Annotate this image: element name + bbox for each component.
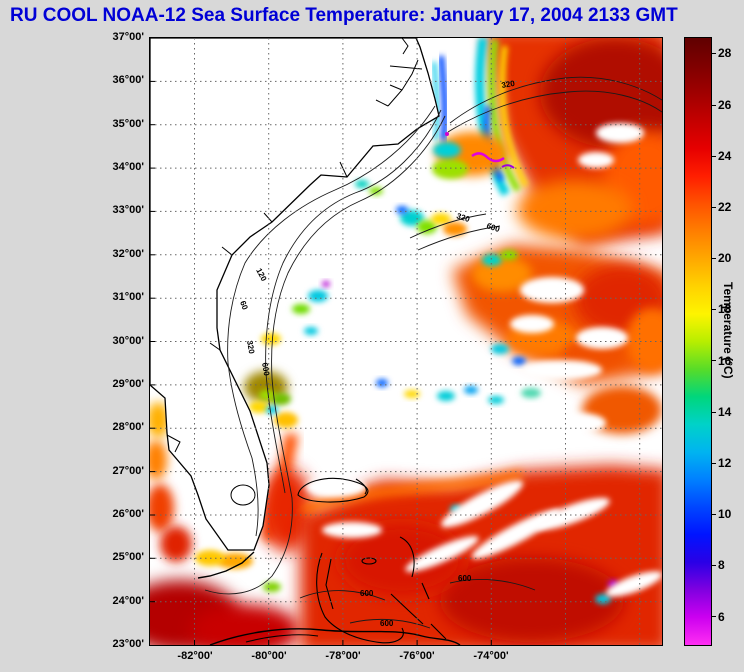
coastline [150, 38, 440, 551]
colorbar-tick-label: 22 [718, 200, 732, 214]
colorbar-tick-mark [712, 565, 716, 566]
contour-label: 320 [501, 79, 516, 90]
lat-tick-label: 28°00' [112, 421, 145, 433]
colorbar-tick-label: 28 [718, 46, 732, 60]
contour-label: 600 [380, 619, 394, 628]
lat-tick-label: 24°00' [112, 595, 145, 607]
colorbar-tick-label: 6 [718, 610, 725, 624]
contour-label: 320 [245, 340, 256, 355]
lon-tick-label: -76°00' [399, 650, 435, 662]
lat-tick-label: 34°00' [112, 161, 145, 173]
colorbar-tick-mark [712, 514, 716, 515]
colorbar-tick-mark [712, 53, 716, 54]
contour-label: 600 [458, 574, 472, 583]
contour-label: 60 [238, 300, 250, 312]
lat-tick-label: 32°00' [112, 248, 145, 260]
colorbar-tick-mark [712, 412, 716, 413]
map-plot: 320 320 600 120 320 600 600 600 600 60 [149, 37, 663, 646]
contour-label: 120 [254, 267, 268, 283]
grid-lines [150, 38, 662, 645]
contour-labels: 320 320 600 120 320 600 600 600 600 60 [238, 79, 516, 628]
sst-field [150, 38, 662, 645]
lon-tick-label: -78°00' [325, 650, 361, 662]
lon-tick-label: -80°00' [251, 650, 287, 662]
lat-tick-label: 35°00' [112, 118, 145, 130]
colorbar-tick-mark [712, 258, 716, 259]
colorbar-tick-label: 10 [718, 507, 732, 521]
lat-tick-label: 36°00' [112, 74, 145, 86]
figure-title: RU COOL NOAA-12 Sea Surface Temperature:… [10, 5, 678, 26]
colorbar-tick-mark [712, 156, 716, 157]
lake-okeechobee-outline [230, 484, 256, 506]
colorbar-tick-mark [712, 105, 716, 106]
land [150, 38, 440, 579]
colorbar-tick-label: 24 [718, 149, 732, 163]
colorbar-tick-label: 14 [718, 405, 732, 419]
cloud-cover [306, 123, 662, 597]
colorbar-tick-label: 12 [718, 456, 732, 470]
lat-tick-label: 23°00' [112, 638, 145, 650]
colorbar-tick-label: 8 [718, 558, 725, 572]
contour-label: 600 [360, 589, 374, 598]
axis-ticks [150, 80, 492, 645]
contour-label: 600 [260, 362, 271, 377]
colorbar-tick-mark [712, 309, 716, 310]
lat-tick-label: 33°00' [112, 204, 145, 216]
islands-outlines [209, 477, 461, 645]
contour-label: 320 [455, 211, 471, 224]
colorbar-tick-mark [712, 207, 716, 208]
colorbar [684, 37, 712, 646]
colorbar-gradient [685, 38, 711, 645]
lat-tick-label: 30°00' [112, 335, 145, 347]
colorbar-tick-label: 18 [718, 302, 732, 316]
lat-tick-label: 27°00' [112, 465, 145, 477]
sst-map-svg: 320 320 600 120 320 600 600 600 600 60 [150, 38, 662, 645]
lat-tick-label: 25°00' [112, 551, 145, 563]
colorbar-tick-mark [712, 360, 716, 361]
colorbar-axis-label: Temperature (°C) [721, 282, 735, 379]
sounds-and-rivers [166, 38, 423, 453]
lat-tick-label: 31°00' [112, 291, 145, 303]
contour-label: 600 [485, 221, 501, 234]
colorbar-tick-label: 16 [718, 354, 732, 368]
lon-tick-label: -82°00' [177, 650, 213, 662]
lat-tick-label: 37°00' [112, 31, 145, 43]
colorbar-tick-label: 20 [718, 251, 732, 265]
magenta-pixel-marks [445, 132, 515, 169]
lon-tick-label: -74°00' [473, 650, 509, 662]
colorbar-tick-mark [712, 463, 716, 464]
lat-tick-label: 29°00' [112, 378, 145, 390]
colorbar-tick-label: 26 [718, 98, 732, 112]
colorbar-tick-mark [712, 616, 716, 617]
bathymetry-contours [204, 76, 662, 629]
florida-keys-outline [197, 551, 255, 579]
lat-tick-label: 26°00' [112, 508, 145, 520]
